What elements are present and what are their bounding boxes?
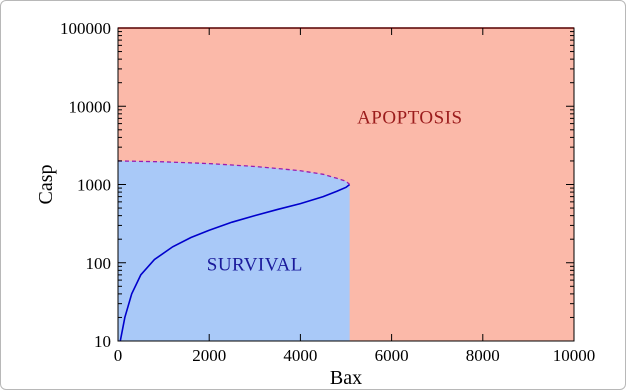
- apoptosis-label: APOPTOSIS: [357, 108, 463, 129]
- x-tick-label: 2000: [192, 346, 226, 365]
- survival-region: [118, 160, 350, 341]
- y-tick-label: 10000: [69, 97, 112, 116]
- y-axis-label: Casp: [35, 165, 57, 205]
- y-tick-label: 100000: [60, 19, 111, 38]
- x-tick-label: 4000: [283, 346, 317, 365]
- y-tick-label: 100: [86, 254, 112, 273]
- dashed-curve-series: [117, 160, 351, 185]
- x-tick-label: 6000: [375, 346, 409, 365]
- survival-label: SURVIVAL: [207, 254, 303, 275]
- y-tick-label: 10: [94, 332, 111, 351]
- x-tick-label: 10000: [553, 346, 596, 365]
- blue-curve-series: [119, 183, 351, 342]
- regions-layer: [118, 28, 574, 341]
- x-tick-label: 0: [114, 346, 123, 365]
- region-labels-layer: APOPTOSIS SURVIVAL: [207, 108, 463, 276]
- y-tick-label: 1000: [77, 176, 111, 195]
- ticks-layer: 0 2000 4000 6000 8000 10000 10 100 1000 10000 1000…: [60, 19, 595, 365]
- x-axis-label: Bax: [330, 367, 362, 389]
- x-tick-label: 8000: [466, 346, 500, 365]
